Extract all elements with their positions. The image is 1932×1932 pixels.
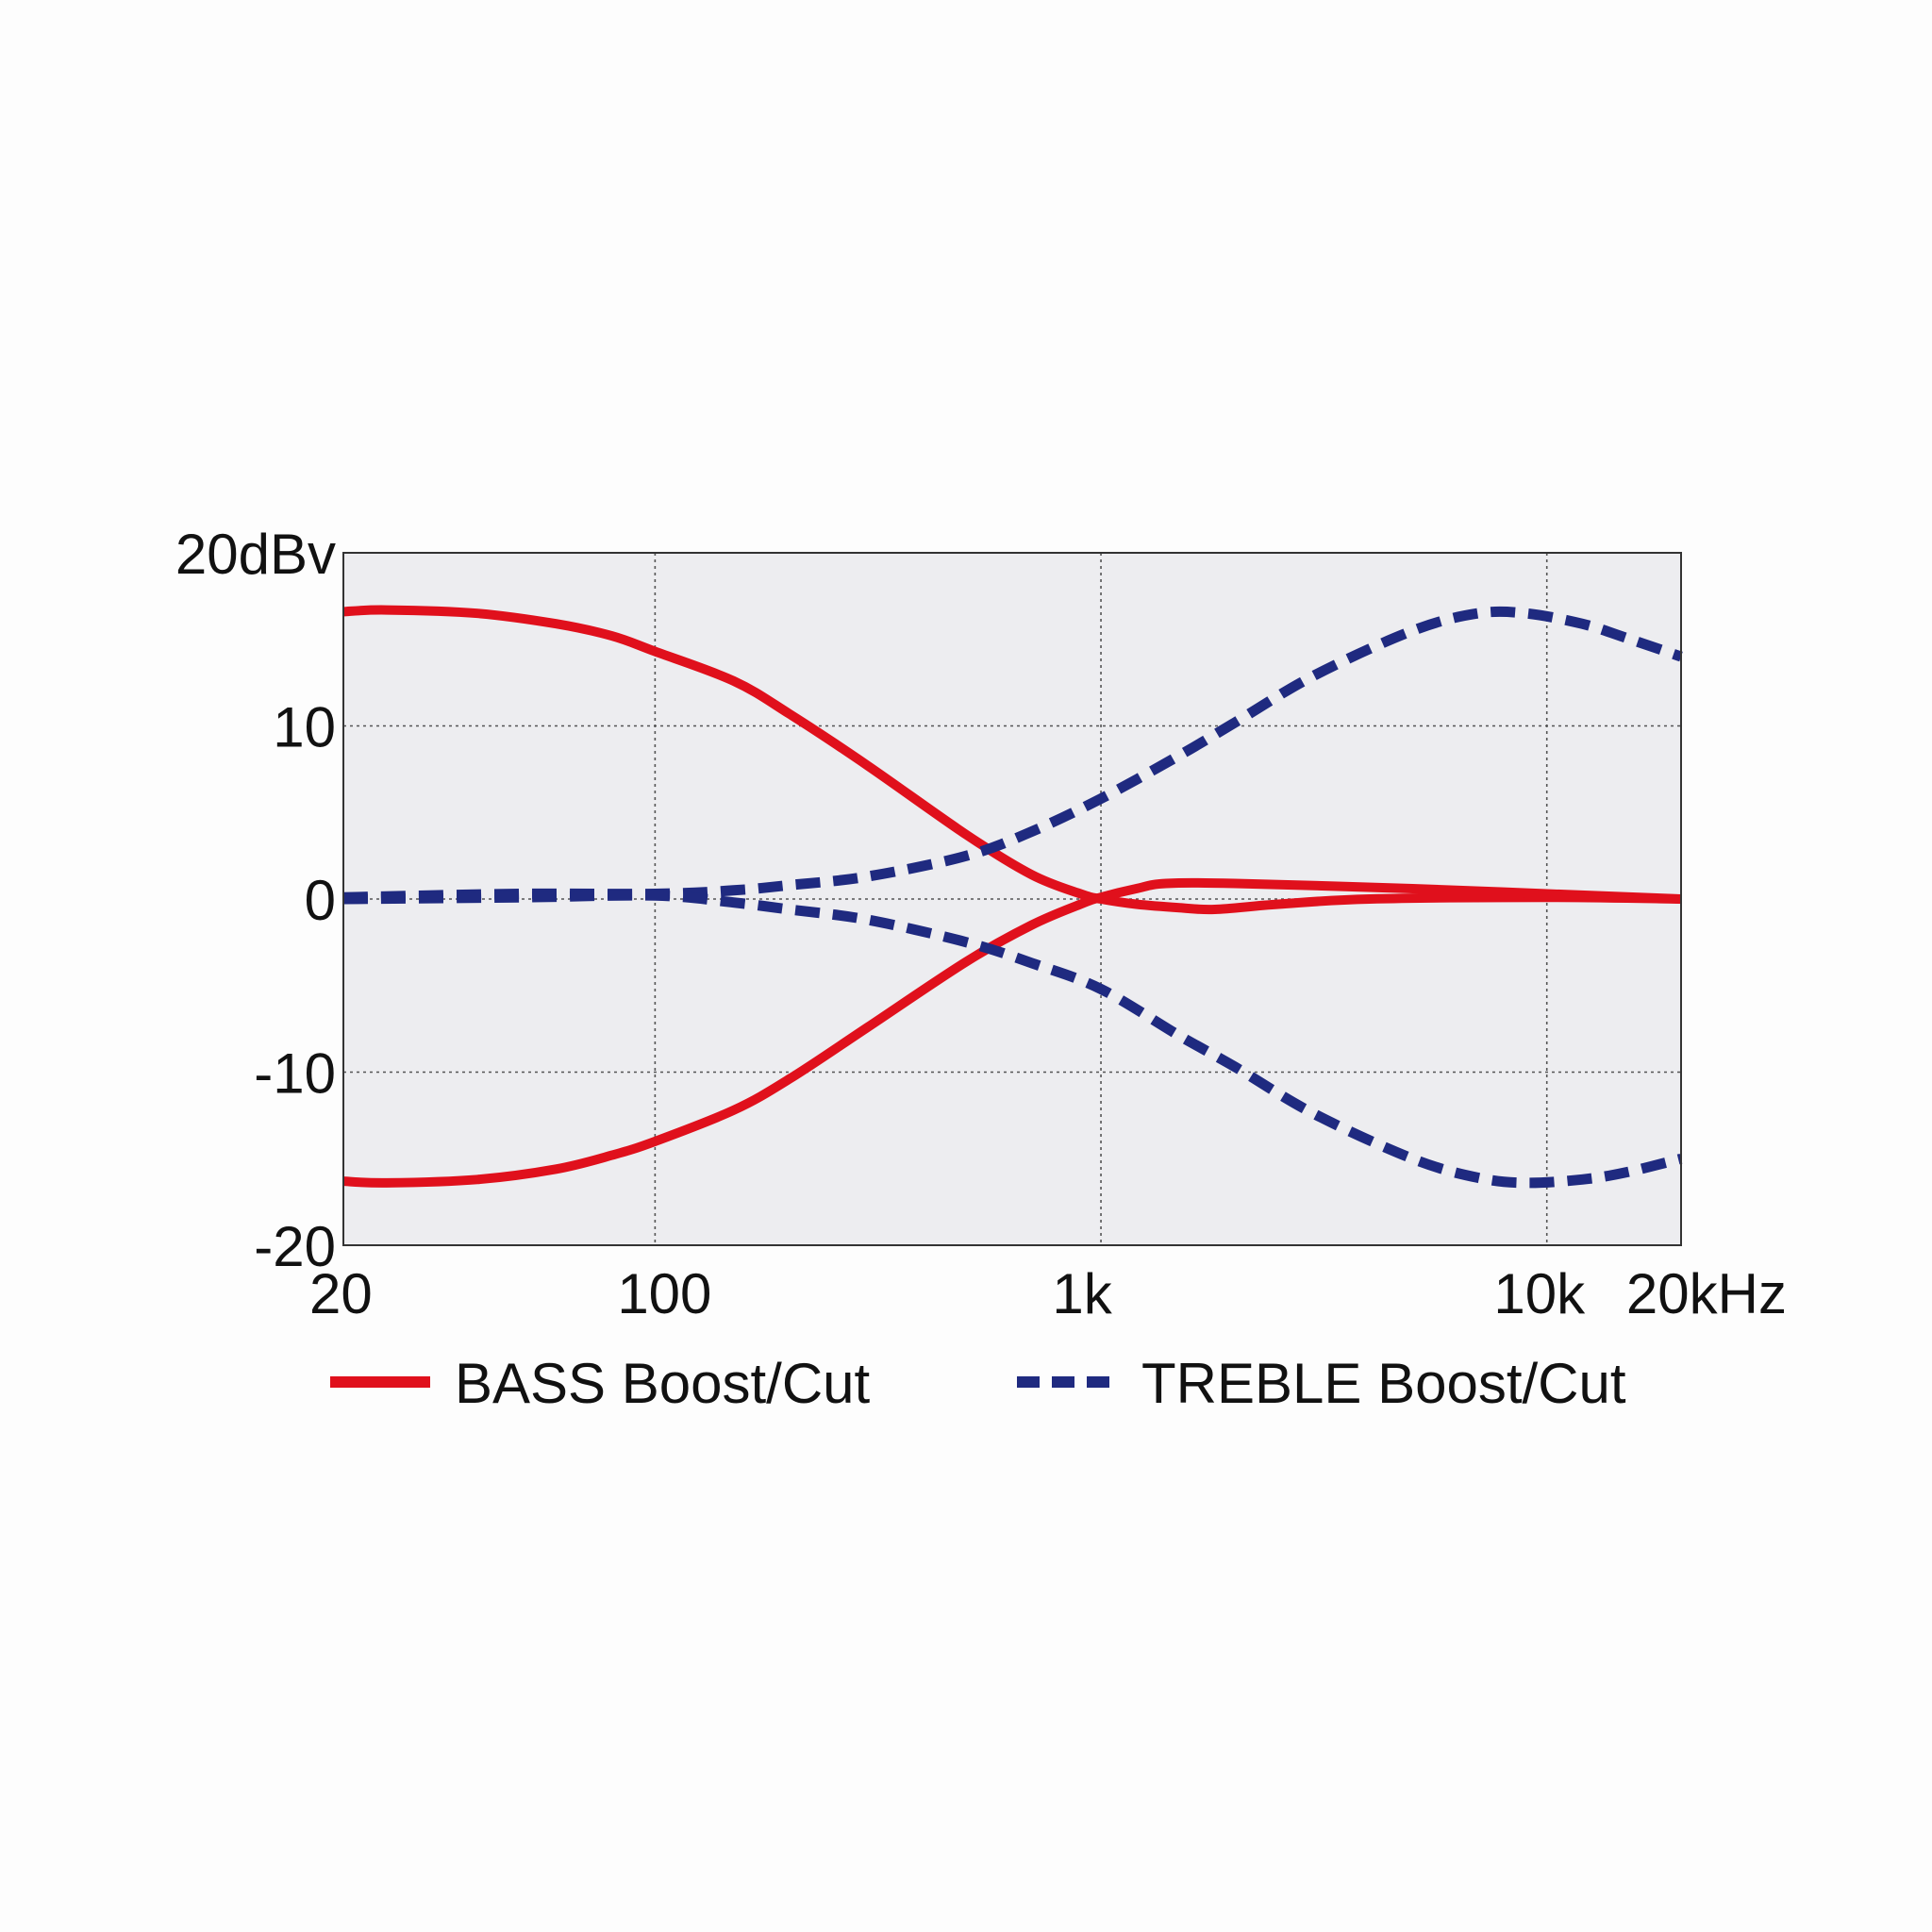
series-lines — [342, 605, 1683, 1189]
plot-frame — [342, 552, 1682, 1246]
treble-curve-2 — [342, 606, 1683, 903]
x-tick-label: 100 — [617, 1262, 711, 1325]
legend-label: TREBLE Boost/Cut — [1141, 1352, 1626, 1415]
x-tick-labels: 20 100 1k 10k 20kHz — [309, 1262, 1787, 1325]
treble-curve-3 — [342, 890, 1683, 1189]
y-tick-label: -20 — [254, 1215, 336, 1278]
x-tick-label: 20 — [309, 1262, 373, 1325]
legend-label: BASS Boost/Cut — [455, 1352, 871, 1415]
x-tick-label: 10k — [1493, 1262, 1586, 1325]
y-tick-label: 10 — [273, 696, 336, 759]
y-tick-label: 0 — [305, 869, 336, 932]
legend: BASS Boost/Cut TREBLE Boost/Cut — [330, 1352, 1626, 1415]
y-tick-labels: 20dBv 10 0 -10 -20 — [175, 523, 336, 1278]
x-tick-label: 1k — [1052, 1262, 1112, 1325]
bass-curve-1 — [342, 877, 1682, 1188]
y-tick-label: 20dBv — [175, 523, 336, 586]
x-tick-label: 20kHz — [1626, 1262, 1787, 1325]
bass-curve-0 — [342, 605, 1682, 915]
plot-border — [342, 552, 1682, 1246]
y-tick-label: -10 — [254, 1042, 336, 1106]
